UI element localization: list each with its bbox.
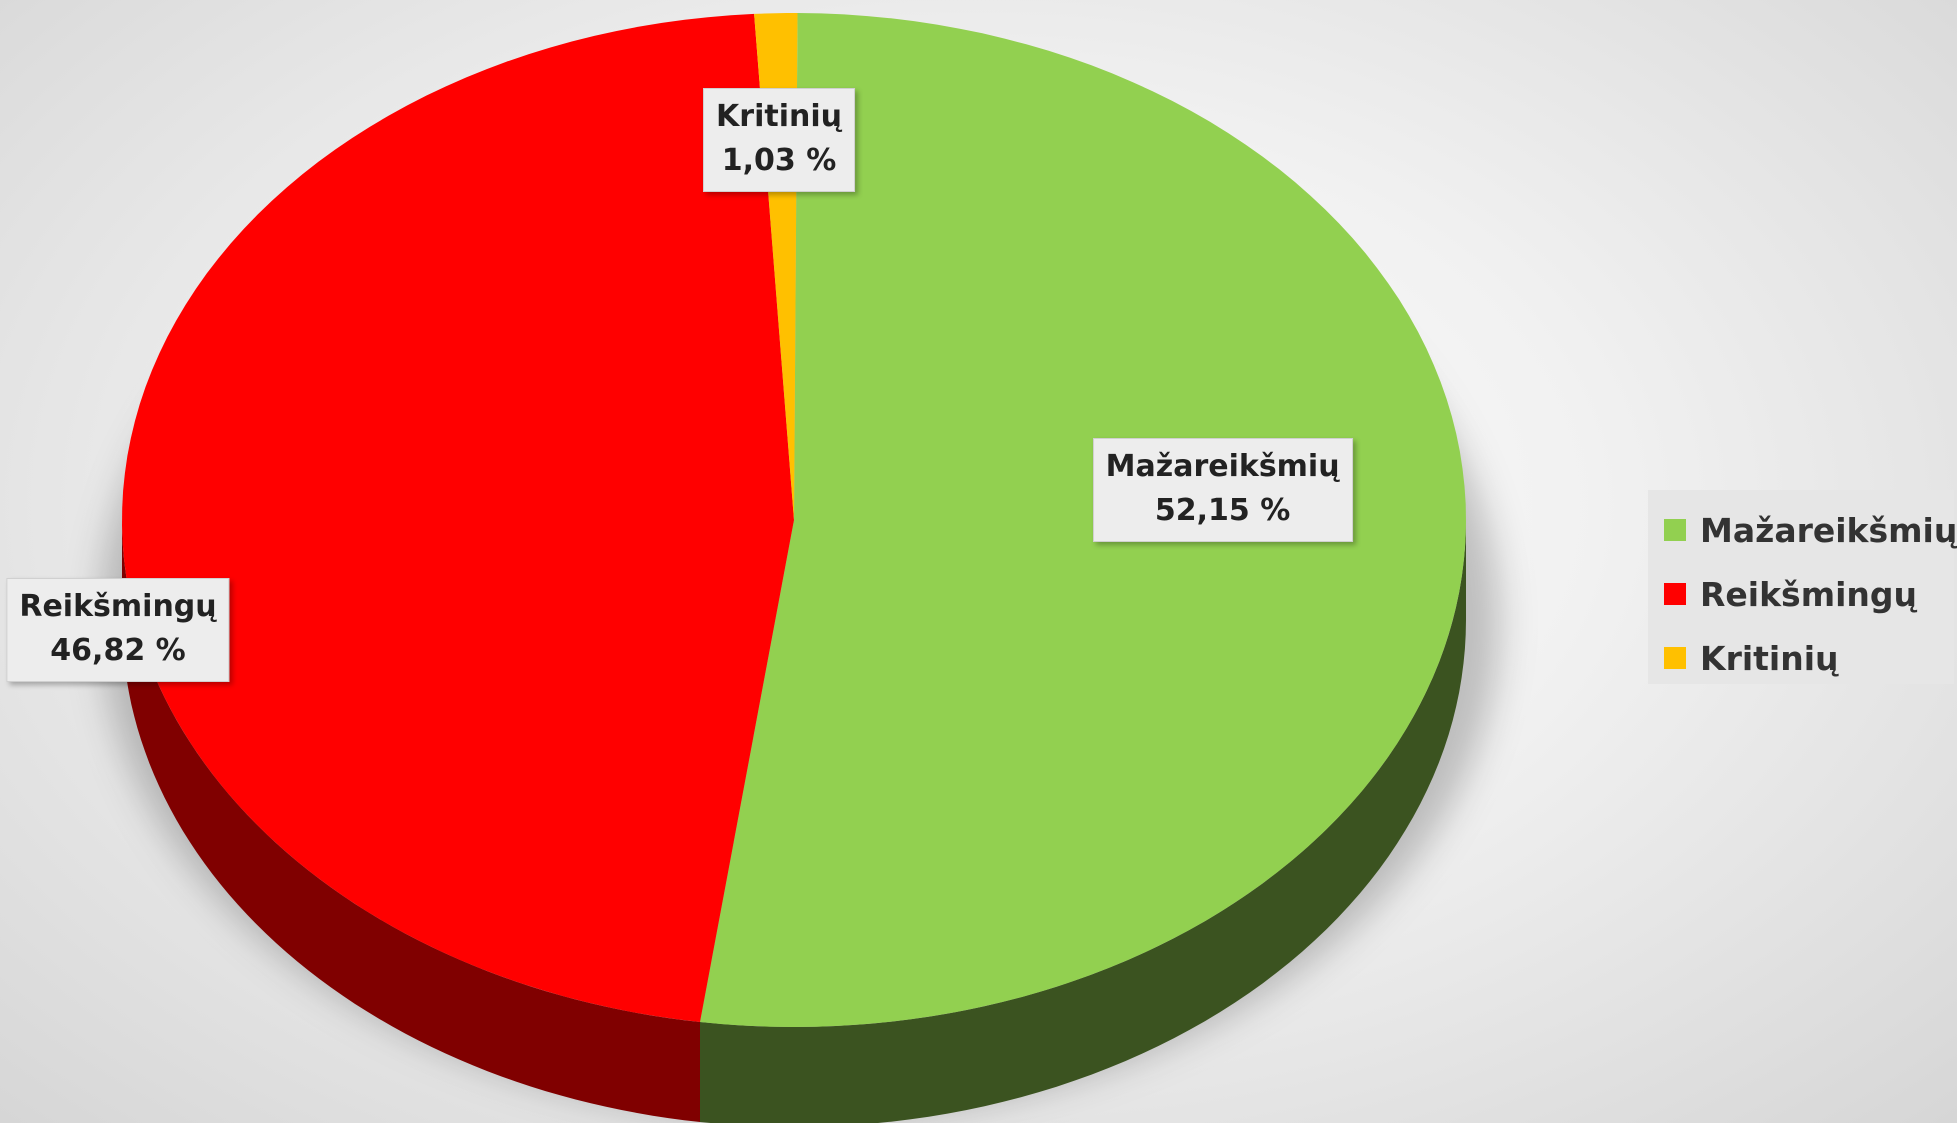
data-label-name: Kritinių [716, 95, 842, 139]
data-label-value: 1,03 % [716, 139, 842, 183]
data-label-value: 52,15 % [1106, 489, 1340, 533]
legend-item-reiksmingu: Reikšmingų [1664, 562, 1954, 626]
legend-label-kritiniu: Kritinių [1700, 639, 1839, 678]
legend-swatch-kritiniu [1664, 647, 1686, 669]
legend-label-mazareiksmiu: Mažareikšmių [1700, 511, 1957, 550]
data-label-reiksmingu: Reikšmingų 46,82 % [6, 578, 229, 682]
legend-item-kritiniu: Kritinių [1664, 626, 1954, 690]
legend-swatch-mazareiksmiu [1664, 519, 1686, 541]
legend-label-reiksmingu: Reikšmingų [1700, 575, 1917, 614]
data-label-mazareiksmiu: Mažareikšmių 52,15 % [1093, 438, 1353, 542]
data-label-value: 46,82 % [19, 629, 216, 673]
data-label-name: Mažareikšmių [1106, 445, 1340, 489]
legend-swatch-reiksmingu [1664, 583, 1686, 605]
data-label-kritiniu: Kritinių 1,03 % [703, 88, 855, 192]
legend-item-mazareiksmiu: Mažareikšmių [1664, 498, 1954, 562]
data-label-name: Reikšmingų [19, 585, 216, 629]
legend: Mažareikšmių Reikšmingų Kritinių [1648, 490, 1954, 684]
